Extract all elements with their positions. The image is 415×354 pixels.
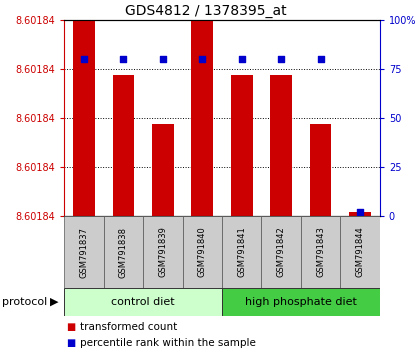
Bar (270, 75, 292, 216)
Point (278, 56, 285, 62)
Bar (152, 124, 174, 216)
Text: percentile rank within the sample: percentile rank within the sample (80, 338, 256, 348)
Bar (349, 212, 371, 216)
Text: GSM791840: GSM791840 (198, 227, 207, 278)
Text: high phosphate diet: high phosphate diet (245, 297, 357, 307)
Bar (73, 20, 95, 216)
Bar (231, 75, 253, 216)
Bar (183, 216, 222, 288)
Text: GSM791838: GSM791838 (119, 227, 128, 278)
Text: protocol: protocol (2, 297, 47, 307)
Bar (191, 20, 213, 216)
Text: ■: ■ (66, 322, 76, 332)
Point (239, 56, 245, 62)
Bar (112, 75, 134, 216)
Text: ■: ■ (66, 338, 76, 348)
Bar (143, 216, 183, 288)
Text: GSM791839: GSM791839 (159, 227, 167, 278)
Text: ▶: ▶ (50, 297, 58, 307)
Point (317, 56, 324, 62)
Text: GSM791843: GSM791843 (316, 227, 325, 278)
Bar (64, 288, 222, 316)
Bar (301, 216, 340, 288)
Point (199, 56, 206, 62)
Bar (64, 216, 104, 288)
Text: GSM791842: GSM791842 (277, 227, 286, 278)
Text: GDS4812 / 1378395_at: GDS4812 / 1378395_at (125, 4, 287, 18)
Text: GSM791837: GSM791837 (80, 227, 88, 278)
Bar (310, 124, 332, 216)
Text: GSM791844: GSM791844 (356, 227, 364, 278)
Bar (340, 216, 380, 288)
Text: transformed count: transformed count (80, 322, 177, 332)
Point (120, 56, 127, 62)
Bar (222, 216, 261, 288)
Point (81, 56, 88, 62)
Bar (261, 216, 301, 288)
Point (357, 209, 364, 215)
Text: GSM791841: GSM791841 (237, 227, 246, 278)
Bar (222, 288, 380, 316)
Bar (104, 216, 143, 288)
Text: control diet: control diet (111, 297, 175, 307)
Point (160, 56, 166, 62)
